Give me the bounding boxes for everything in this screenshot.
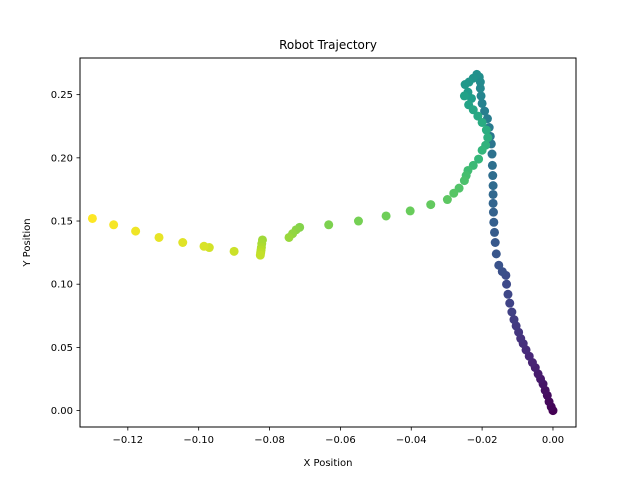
trajectory-point — [503, 289, 513, 299]
trajectory-point — [460, 80, 470, 90]
trajectory-point — [477, 145, 487, 155]
trajectory-point — [481, 125, 491, 135]
y-axis: 0.00 0.05 0.10 0.15 0.20 0.25 — [51, 90, 80, 417]
trajectory-point — [199, 241, 209, 251]
trajectory-point — [502, 279, 512, 289]
trajectory-point — [509, 315, 519, 325]
trajectory-point — [494, 260, 504, 270]
x-tick-label: −0.02 — [467, 435, 498, 446]
trajectory-point — [449, 188, 459, 198]
y-tick-label: 0.00 — [51, 406, 73, 417]
trajectory-point — [255, 250, 265, 260]
trajectory-point — [488, 207, 498, 217]
x-tick-label: −0.04 — [396, 435, 427, 446]
trajectory-point — [405, 206, 415, 216]
y-tick-label: 0.20 — [51, 153, 73, 164]
trajectory-point — [490, 238, 500, 247]
plot-frame — [79, 57, 577, 428]
trajectory-point — [488, 189, 498, 199]
trajectory-point — [109, 220, 119, 230]
trajectory-point — [229, 246, 239, 256]
data-points — [87, 69, 558, 416]
trajectory-point — [381, 211, 391, 221]
trajectory-point — [459, 91, 469, 101]
x-axis: −0.12 −0.10 −0.08 −0.06 −0.04 −0.02 0.00 — [113, 427, 564, 446]
trajectory-point — [87, 213, 97, 223]
trajectory-point — [505, 298, 515, 308]
trajectory-point — [131, 226, 141, 236]
x-tick-label: −0.12 — [113, 435, 144, 446]
trajectory-point — [154, 232, 164, 242]
trajectory-point — [483, 133, 493, 143]
trajectory-point — [468, 105, 478, 115]
trajectory-point — [488, 171, 498, 181]
x-tick-label: −0.10 — [183, 435, 214, 446]
x-tick-label: 0.00 — [542, 435, 564, 446]
trajectory-point — [488, 198, 498, 208]
y-tick-label: 0.25 — [51, 90, 73, 101]
y-tick-label: 0.10 — [51, 280, 73, 291]
trajectory-point — [442, 195, 452, 205]
trajectory-point — [488, 181, 498, 191]
trajectory-point — [476, 91, 486, 101]
x-axis-label: X Position — [304, 458, 353, 469]
trajectory-point — [284, 232, 294, 242]
trajectory-point — [490, 227, 500, 237]
trajectory-point — [459, 176, 469, 186]
trajectory-point — [487, 149, 497, 159]
trajectory-point — [507, 307, 517, 317]
trajectory-point — [324, 220, 334, 230]
trajectory-point — [491, 249, 501, 259]
x-tick-label: −0.06 — [325, 435, 356, 446]
trajectory-point — [489, 217, 499, 227]
trajectory-point — [473, 111, 483, 121]
trajectory-point — [474, 154, 484, 164]
trajectory-point — [487, 160, 497, 170]
trajectory-point — [480, 106, 490, 116]
chart-title: Robot Trajectory — [279, 38, 377, 52]
trajectory-point — [477, 98, 487, 108]
y-tick-label: 0.05 — [51, 343, 73, 354]
x-tick-label: −0.08 — [254, 435, 285, 446]
trajectory-point — [426, 200, 436, 210]
trajectory-point — [475, 83, 485, 93]
trajectory-point — [353, 216, 363, 226]
y-axis-label: Y Position — [22, 218, 33, 267]
y-tick-label: 0.15 — [51, 217, 73, 228]
trajectory-point — [178, 238, 188, 247]
trajectory-point — [477, 117, 487, 127]
